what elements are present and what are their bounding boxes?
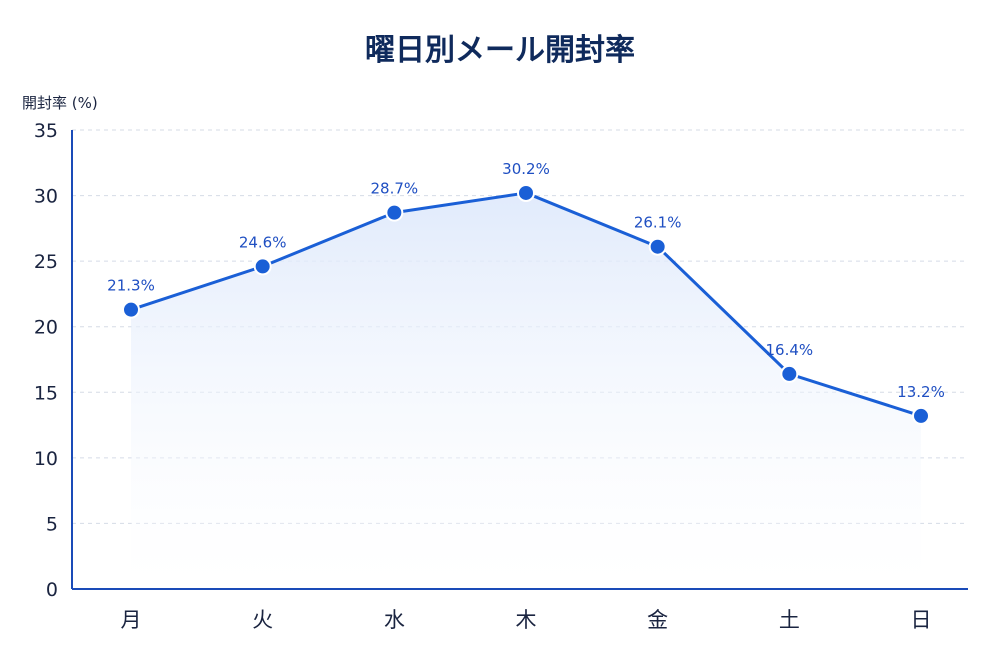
data-point bbox=[912, 406, 930, 425]
x-tick-label: 金 bbox=[647, 608, 668, 632]
x-tick-label: 日 bbox=[911, 608, 932, 632]
data-points bbox=[122, 183, 930, 425]
series-area bbox=[131, 192, 921, 588]
x-tick-label: 土 bbox=[779, 608, 800, 632]
data-point bbox=[122, 300, 140, 319]
data-label: 21.3% bbox=[107, 277, 155, 295]
data-point bbox=[648, 237, 667, 256]
data-label: 16.4% bbox=[766, 341, 814, 359]
y-tick-label: 0 bbox=[46, 579, 58, 601]
chart-title: 曜日別メール開封率 bbox=[365, 33, 635, 68]
data-label: 24.6% bbox=[239, 233, 287, 251]
x-tick-label: 火 bbox=[252, 608, 273, 632]
data-label: 28.7% bbox=[371, 180, 419, 198]
data-point bbox=[385, 203, 404, 222]
y-axis-label: 開封率 (%) bbox=[22, 94, 98, 112]
data-label: 13.2% bbox=[897, 383, 945, 401]
axes bbox=[71, 130, 968, 590]
data-label: 26.1% bbox=[634, 214, 682, 232]
y-tick-label: 15 bbox=[34, 382, 58, 404]
y-tick-label: 25 bbox=[34, 251, 58, 273]
area-fill bbox=[131, 192, 921, 588]
y-tick-label: 30 bbox=[34, 186, 58, 208]
y-tick-label: 35 bbox=[34, 120, 58, 142]
data-label: 30.2% bbox=[502, 160, 550, 178]
y-tick-label: 5 bbox=[46, 513, 58, 535]
data-labels: 21.3% 24.6% 28.7% 30.2% 26.1% 16.4% 13.2% bbox=[107, 160, 945, 401]
y-tick-labels: 0 5 10 15 20 25 30 35 bbox=[34, 120, 58, 601]
x-tick-labels: 月火水木金土日 bbox=[121, 608, 932, 632]
y-tick-label: 20 bbox=[34, 317, 58, 339]
x-tick-label: 水 bbox=[384, 608, 405, 632]
x-tick-label: 木 bbox=[516, 608, 537, 632]
data-point bbox=[253, 257, 272, 276]
data-point bbox=[517, 183, 535, 202]
data-point bbox=[780, 364, 799, 383]
x-tick-label: 月 bbox=[121, 608, 142, 632]
y-tick-label: 10 bbox=[34, 448, 58, 470]
